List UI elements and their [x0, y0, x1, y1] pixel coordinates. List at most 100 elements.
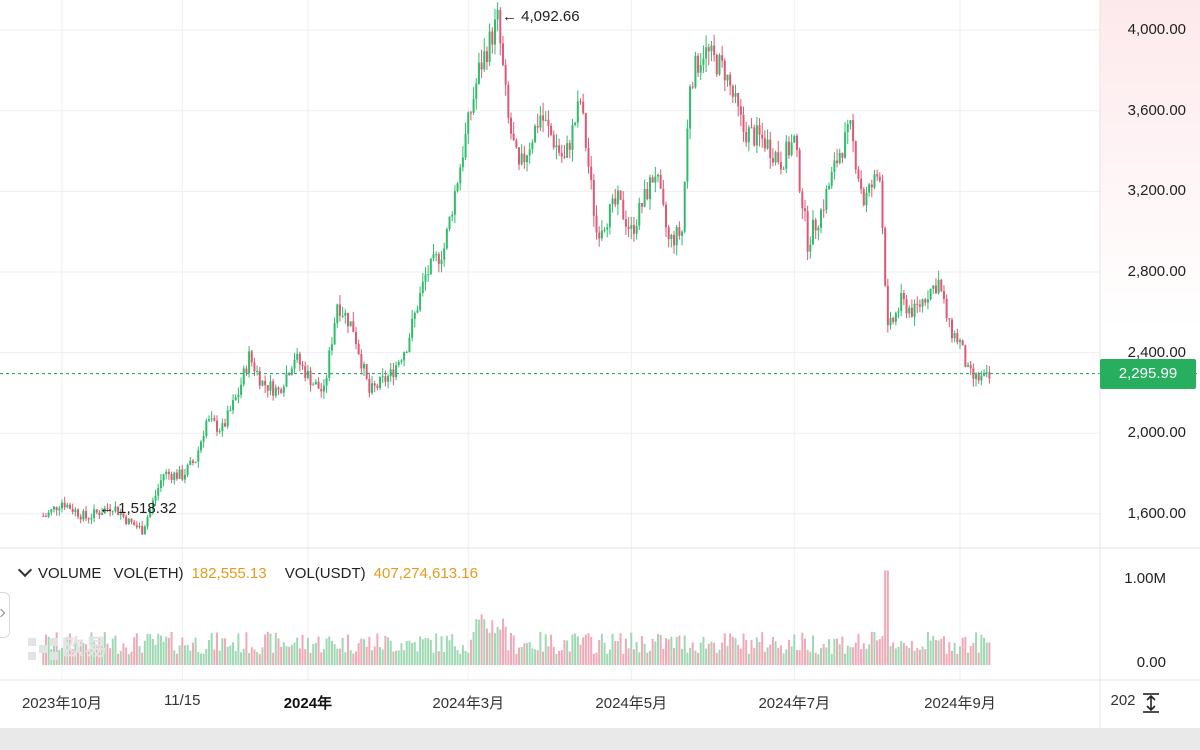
candle-body: [515, 140, 518, 148]
candle: [640, 202, 643, 214]
candle-body: [44, 515, 47, 517]
candle: [483, 38, 486, 72]
x-tick-label: 2024年3月: [432, 695, 505, 712]
candle-body: [924, 299, 927, 303]
volume-bar: [985, 642, 988, 665]
volume-bar: [656, 634, 659, 665]
candle-body: [961, 340, 964, 346]
volume-bar: [975, 632, 978, 665]
volume-bar: [750, 639, 753, 665]
volume-bar: [852, 647, 855, 665]
volume-bar: [173, 650, 176, 665]
candle-body: [603, 229, 606, 231]
candle: [363, 361, 366, 376]
price-axis-panel[interactable]: [1100, 0, 1200, 548]
candle: [892, 316, 895, 325]
candle: [964, 344, 967, 368]
volume-bar: [926, 632, 929, 665]
volume-bar: [619, 633, 622, 665]
candle-body: [737, 93, 740, 107]
candle: [857, 166, 860, 182]
volume-bar: [74, 639, 77, 665]
candle-body: [908, 307, 911, 314]
candle-body: [226, 410, 229, 427]
volume-bar: [304, 649, 307, 665]
candle: [341, 306, 344, 319]
volume-bar: [298, 648, 301, 665]
y-tick-label: 4,000.00: [1127, 21, 1186, 39]
candle-body: [967, 365, 970, 367]
candle: [849, 120, 852, 130]
candle: [157, 483, 160, 501]
candle-body: [646, 189, 649, 200]
volume-bar: [678, 635, 681, 665]
candle-body: [269, 381, 272, 391]
chevron-down-icon[interactable]: [17, 562, 33, 578]
candle-body: [576, 101, 579, 123]
candle-body: [146, 517, 149, 527]
volume-bar: [189, 650, 192, 665]
candle-body: [934, 285, 937, 294]
volume-bar: [817, 654, 820, 665]
candle-body: [611, 198, 614, 205]
candle: [710, 40, 713, 62]
candle: [165, 469, 168, 480]
volume-bar: [493, 633, 496, 665]
volume-bar: [122, 643, 125, 665]
volume-bar: [288, 646, 291, 665]
chevron-left-icon[interactable]: [0, 592, 10, 638]
candle-body: [681, 231, 684, 236]
volume-bar: [218, 650, 221, 665]
candle-body: [761, 134, 764, 139]
candle: [926, 290, 929, 310]
candle: [488, 23, 491, 67]
volume-bar: [523, 643, 526, 665]
candle: [526, 154, 529, 172]
volume-bar: [673, 648, 676, 665]
volume-bar: [777, 647, 780, 665]
volume-bar: [758, 641, 761, 665]
candle-body: [207, 419, 210, 421]
candle-body: [98, 512, 101, 516]
candle-body: [902, 293, 905, 300]
candle: [753, 124, 756, 147]
x-tick-label: 2024年: [283, 695, 333, 712]
candle-body: [290, 368, 293, 375]
candle: [496, 2, 499, 32]
vertical-resize-icon[interactable]: [1140, 692, 1162, 714]
candle: [119, 508, 122, 520]
candle-body: [667, 227, 670, 240]
volume-bar: [419, 636, 422, 665]
vol-usdt-value: 407,274,613.16: [373, 565, 478, 582]
candle-body: [857, 169, 860, 179]
candle-body: [683, 181, 686, 232]
volume-bar: [665, 638, 668, 665]
volume-bar: [507, 650, 510, 665]
candle: [942, 285, 945, 304]
candle-body: [277, 387, 280, 390]
candle-body: [510, 117, 512, 134]
volume-bar: [809, 651, 812, 665]
candle-body: [127, 518, 130, 525]
volume-bar: [384, 635, 387, 665]
candle: [205, 418, 208, 439]
volume-legend[interactable]: VOLUME VOL(ETH) 182,555.13 VOL(USDT) 407,2…: [17, 562, 492, 582]
volume-bar: [229, 645, 232, 665]
candle-body: [379, 376, 382, 388]
candle-body: [245, 368, 248, 374]
volume-bar: [710, 641, 713, 665]
candle-body: [499, 9, 502, 44]
candle-body: [82, 510, 85, 520]
candle-body: [130, 518, 133, 523]
candle: [809, 236, 812, 259]
candle: [787, 136, 790, 159]
candle-body: [555, 145, 558, 148]
volume-bar: [109, 648, 112, 665]
candle-body: [352, 321, 355, 333]
candle-body: [980, 375, 983, 381]
candle-body: [485, 51, 488, 62]
volume-bar: [531, 648, 534, 665]
candle-body: [729, 74, 732, 86]
